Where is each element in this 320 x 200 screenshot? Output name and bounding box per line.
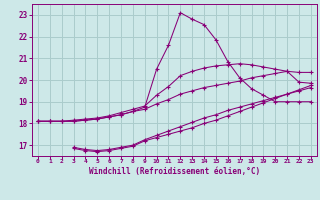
X-axis label: Windchill (Refroidissement éolien,°C): Windchill (Refroidissement éolien,°C): [89, 167, 260, 176]
